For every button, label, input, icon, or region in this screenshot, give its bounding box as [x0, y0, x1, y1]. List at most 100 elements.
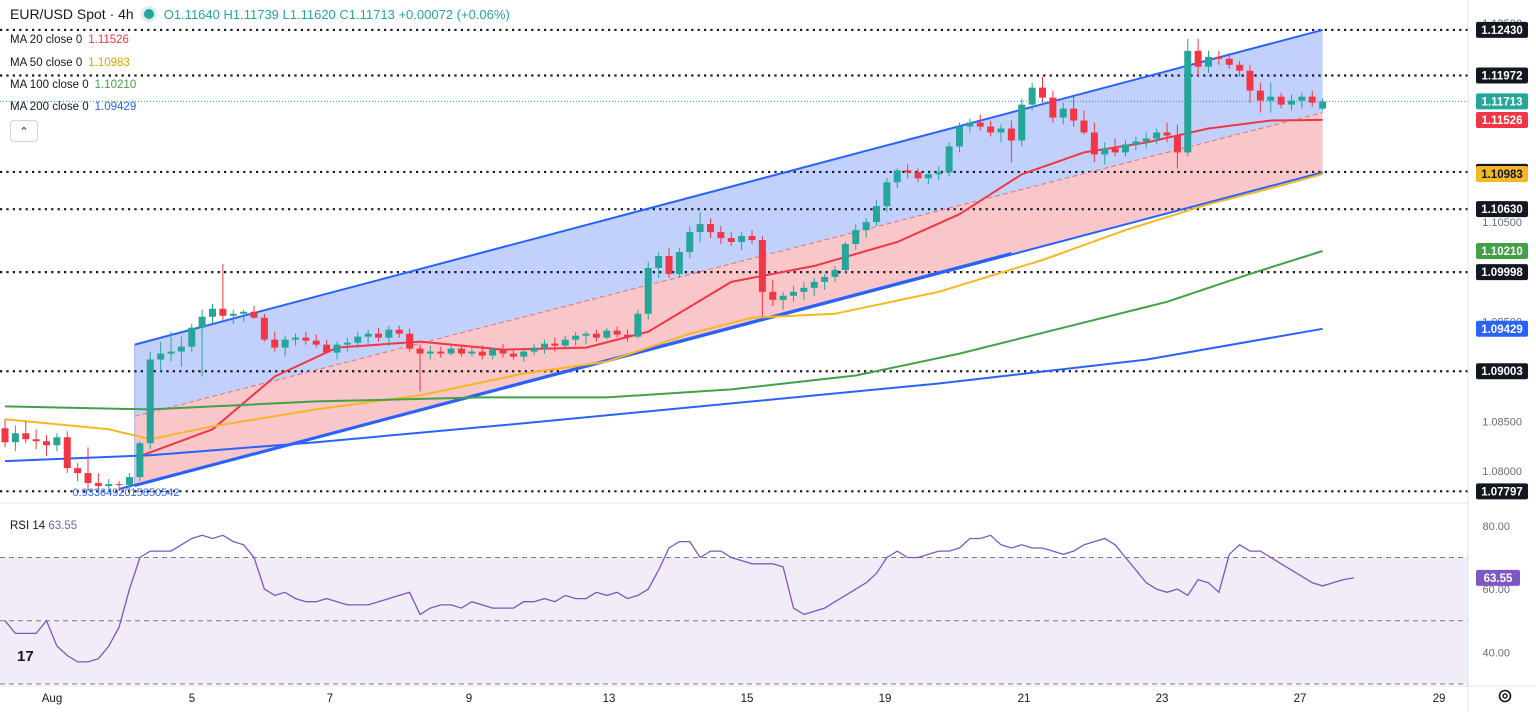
time-tick-label: 5	[189, 693, 195, 705]
candle-body	[779, 295, 787, 300]
candle-body	[686, 232, 694, 253]
candle-body	[53, 437, 61, 446]
candle-body	[157, 353, 165, 360]
candle-body	[260, 317, 268, 340]
collapse-legend-button[interactable]: ⌃	[10, 120, 38, 142]
price-badge-label: 1.07797	[1481, 486, 1523, 498]
candle-body	[11, 433, 19, 443]
candle-body	[437, 351, 445, 354]
price-badge-label: 1.09998	[1481, 267, 1523, 279]
ohlc-close: C1.11713	[339, 6, 395, 22]
candle-body	[572, 335, 580, 340]
ohlc-low: L1.11620	[282, 6, 336, 22]
price-badge-label: 1.11972	[1482, 71, 1523, 83]
rsi-value: 63.55	[48, 520, 78, 532]
candle-body	[1142, 138, 1150, 142]
candle-body	[1163, 132, 1171, 136]
candle-body	[1070, 108, 1078, 121]
rsi-label: RSI 14	[10, 520, 46, 532]
candle-body	[343, 342, 351, 345]
candle-body	[84, 473, 92, 484]
time-tick-label: Aug	[42, 693, 62, 705]
channel-middle-line	[134, 112, 1323, 417]
candle-body	[821, 276, 829, 282]
legend-ma20[interactable]: MA 20 close 0 1.11526	[10, 34, 129, 46]
rsi-legend[interactable]: RSI 14 63.55	[10, 520, 77, 532]
candle-body	[167, 351, 175, 354]
candle-body	[1267, 96, 1275, 101]
candle-body	[458, 348, 465, 354]
candle-body	[1, 428, 9, 443]
candle-body	[592, 333, 600, 338]
price-badge-label: 1.11526	[1482, 115, 1523, 127]
candle-body	[146, 359, 154, 444]
price-tick-label: 1.10500	[1482, 217, 1522, 229]
candle-body	[841, 244, 849, 270]
candle-body	[281, 339, 289, 348]
candle-body	[831, 269, 839, 277]
candle-body	[852, 230, 860, 245]
gear-icon[interactable]	[1497, 688, 1513, 704]
candle-body	[624, 334, 631, 337]
candle-body	[136, 443, 144, 478]
chevron-up-icon: ⌃	[19, 125, 29, 138]
channel-upper-line	[134, 28, 1323, 346]
candle-body	[468, 351, 476, 354]
candle-body	[333, 344, 341, 353]
legend-ma50-value: 1.10983	[88, 57, 130, 69]
candle-body	[105, 484, 113, 487]
candle-body	[1018, 104, 1026, 141]
rsi-badge-label: 63.55	[1484, 573, 1513, 585]
candle-body	[707, 224, 714, 233]
ma-line-ma100	[4, 250, 1323, 411]
candle-body	[177, 346, 185, 352]
candle-body	[22, 433, 30, 440]
price-tick-label: 1.08000	[1482, 466, 1522, 478]
price-badge	[1476, 93, 1528, 110]
candle-body	[74, 468, 82, 474]
symbol-title[interactable]: EUR/USD Spot · 4h	[10, 6, 134, 22]
candle-body	[976, 122, 984, 127]
time-tick-label: 29	[1433, 693, 1446, 705]
candle-body	[893, 170, 901, 183]
candle-body	[665, 255, 673, 274]
candle-body	[385, 329, 393, 338]
legend-ma50-label: MA 50 close 0	[10, 57, 83, 69]
price-badge	[1476, 243, 1528, 260]
time-tick-label: 19	[879, 693, 892, 705]
candle-body	[1122, 144, 1129, 153]
legend-ma200[interactable]: MA 200 close 0 1.09429	[10, 101, 136, 113]
candle-body	[1277, 96, 1285, 105]
legend-ma20-value: 1.11526	[88, 34, 129, 46]
time-tick-label: 21	[1018, 693, 1031, 705]
candle-body	[250, 311, 258, 318]
candle-body	[914, 172, 922, 179]
candle-body	[1039, 87, 1046, 98]
candle-body	[1319, 101, 1327, 109]
chart-header: EUR/USD Spot · 4h O1.11640 H1.11739 L1.1…	[10, 6, 510, 22]
rsi-tick-label: 40.00	[1482, 647, 1510, 659]
price-badge	[1476, 21, 1528, 38]
candle-body	[945, 146, 953, 173]
candle-body	[1256, 90, 1264, 101]
rsi-tick-label: 80.00	[1482, 521, 1510, 533]
time-tick-label: 7	[327, 693, 333, 705]
candle-body	[126, 477, 133, 486]
legend-ma200-label: MA 200 close 0	[10, 101, 89, 113]
candle-body	[1298, 96, 1306, 101]
candle-body	[717, 232, 725, 239]
candle-body	[935, 172, 943, 175]
trendline-support	[118, 252, 1012, 490]
legend-ma100[interactable]: MA 100 close 0 1.10210	[10, 79, 136, 91]
ohlc-open: O1.11640	[163, 6, 220, 22]
tradingview-logo[interactable]: 17	[17, 648, 34, 665]
candle-body	[1080, 120, 1088, 133]
candle-body	[219, 308, 227, 316]
price-badge-label: 1.11713	[1482, 96, 1523, 108]
candle-body	[644, 267, 652, 314]
candle-body	[655, 255, 663, 268]
rsi-line	[4, 534, 1354, 663]
legend-ma50[interactable]: MA 50 close 0 1.10983	[10, 57, 130, 69]
candle-body	[323, 344, 331, 353]
